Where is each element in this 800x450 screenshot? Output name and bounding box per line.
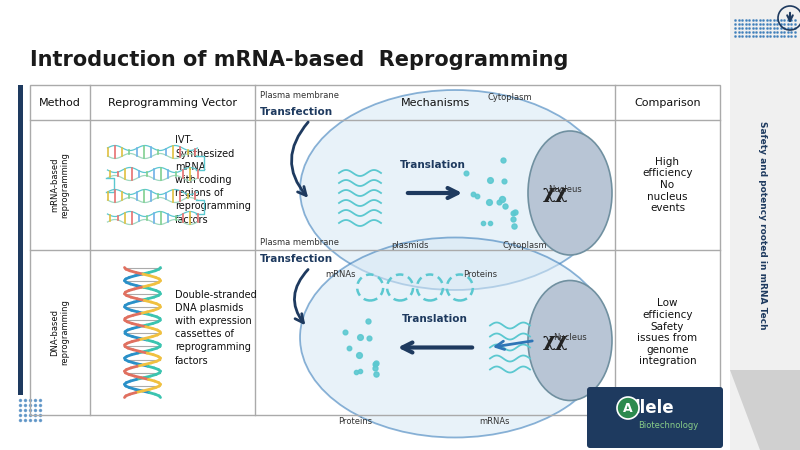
Text: Introduction of mRNA-based  Reprogramming: Introduction of mRNA-based Reprogramming bbox=[30, 50, 568, 70]
Bar bbox=[18, 85, 23, 395]
Text: Nucleus: Nucleus bbox=[548, 185, 582, 194]
Bar bbox=[30, 85, 720, 415]
Text: Translation: Translation bbox=[400, 160, 466, 170]
Text: High
efficiency
No
nucleus
events: High efficiency No nucleus events bbox=[642, 157, 693, 213]
Text: plasmids: plasmids bbox=[391, 241, 429, 250]
Text: Safety and potency rooted in mRNA Tech: Safety and potency rooted in mRNA Tech bbox=[758, 121, 766, 329]
Text: mRNAs: mRNAs bbox=[480, 418, 510, 427]
Text: Transfection: Transfection bbox=[260, 107, 333, 117]
Ellipse shape bbox=[528, 131, 612, 255]
Text: Comparison: Comparison bbox=[634, 98, 701, 108]
Circle shape bbox=[617, 397, 639, 419]
Text: Method: Method bbox=[39, 98, 81, 108]
Text: Cytoplasm: Cytoplasm bbox=[502, 241, 547, 250]
Ellipse shape bbox=[528, 280, 612, 400]
Text: Nucleus: Nucleus bbox=[553, 333, 587, 342]
Text: Low
efficiency
Safety
issues from
genome
integration: Low efficiency Safety issues from genome… bbox=[638, 298, 698, 366]
Text: Translation: Translation bbox=[402, 315, 468, 324]
Polygon shape bbox=[730, 370, 800, 450]
Text: A: A bbox=[623, 401, 633, 414]
Text: Proteins: Proteins bbox=[338, 418, 372, 427]
Text: Biotechnology: Biotechnology bbox=[638, 420, 698, 429]
Text: Mechanisms: Mechanisms bbox=[400, 98, 470, 108]
FancyBboxPatch shape bbox=[587, 387, 723, 448]
Text: DNA-based
reprogramming: DNA-based reprogramming bbox=[50, 300, 70, 365]
Text: Reprogramming Vector: Reprogramming Vector bbox=[108, 98, 237, 108]
Text: χχ: χχ bbox=[543, 332, 569, 350]
Text: Cytoplasm: Cytoplasm bbox=[488, 94, 532, 103]
Text: Double-stranded
DNA plasmids
with expression
cassettes of
reprogramming
factors: Double-stranded DNA plasmids with expres… bbox=[175, 289, 257, 365]
Text: mRNAs: mRNAs bbox=[325, 270, 355, 279]
Bar bbox=[730, 0, 800, 450]
Text: mRNA-based
reprogramming: mRNA-based reprogramming bbox=[50, 152, 70, 218]
Text: Transfection: Transfection bbox=[260, 255, 333, 265]
Text: llele: llele bbox=[635, 399, 674, 417]
Text: Proteins: Proteins bbox=[463, 270, 497, 279]
Text: Plasma membrane: Plasma membrane bbox=[260, 90, 339, 99]
Ellipse shape bbox=[300, 90, 610, 290]
Text: Plasma membrane: Plasma membrane bbox=[260, 238, 339, 247]
Text: χχ: χχ bbox=[543, 184, 569, 202]
Text: IVT-
Synthesized
mRNA
with coding
regions of
reprogramming
factors: IVT- Synthesized mRNA with coding region… bbox=[175, 135, 251, 225]
Ellipse shape bbox=[300, 238, 610, 437]
